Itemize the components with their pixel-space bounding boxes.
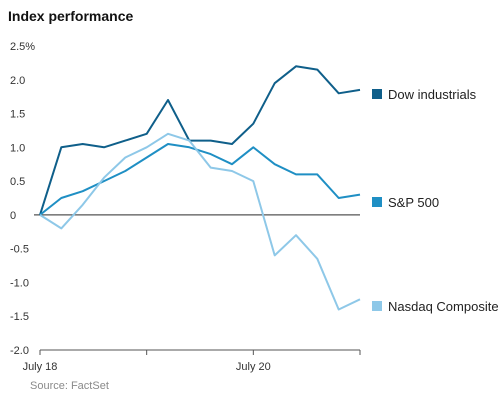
y-tick-label: -1.5 bbox=[10, 311, 29, 323]
x-tick-label: July 20 bbox=[236, 361, 271, 373]
series-line-2 bbox=[39, 132, 361, 311]
source-note: Source: FactSet bbox=[30, 380, 109, 392]
legend-swatch-2 bbox=[372, 301, 382, 311]
series-line-0 bbox=[39, 65, 361, 216]
y-tick-label: 0 bbox=[10, 210, 16, 222]
y-tick-label: 0.5 bbox=[10, 176, 25, 188]
legend-swatch-0 bbox=[372, 89, 382, 99]
legend-swatch-1 bbox=[372, 197, 382, 207]
series-line-1 bbox=[39, 143, 361, 216]
chart-title: Index performance bbox=[8, 8, 134, 24]
legend-label-0: Dow industrials bbox=[388, 87, 477, 102]
y-tick-label: -2.0 bbox=[10, 345, 29, 357]
y-tick-label: 2.0 bbox=[10, 75, 25, 87]
y-tick-label: 2.5% bbox=[10, 41, 35, 53]
legend-label-2: Nasdaq Composite bbox=[388, 299, 499, 314]
y-tick-label: -1.0 bbox=[10, 277, 29, 289]
y-tick-label: 1.0 bbox=[10, 142, 25, 154]
x-tick-label: July 18 bbox=[23, 361, 58, 373]
y-tick-label: -0.5 bbox=[10, 244, 29, 256]
y-tick-label: 1.5 bbox=[10, 109, 25, 121]
legend-label-1: S&P 500 bbox=[388, 195, 439, 210]
